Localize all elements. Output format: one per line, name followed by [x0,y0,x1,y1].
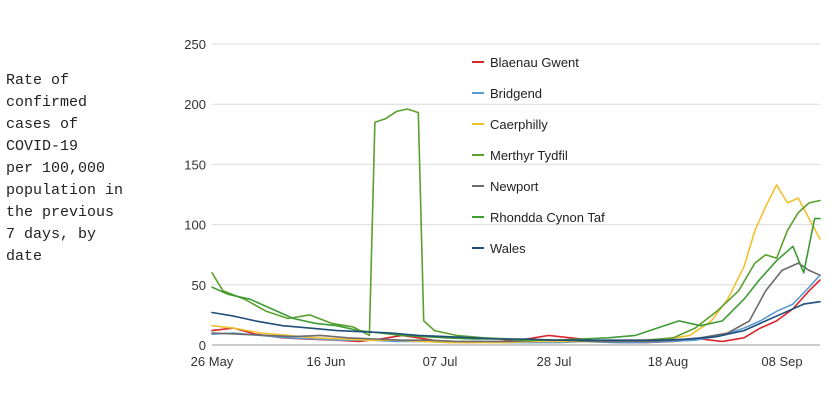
y-axis-label: Rate of confirmed cases of COVID-19 per … [6,72,124,265]
x-axis: 26 May 16 Jun 07 Jul 28 Jul 18 Aug 08 Sep [191,354,803,369]
y-tick-label: 200 [184,97,206,112]
y-axis: 0 50 100 150 200 250 [184,37,206,353]
legend: Blaenau Gwent Bridgend Caerphilly Merthyr T… [472,55,605,256]
x-tick-label: 26 May [191,354,234,369]
series-line [211,108,821,343]
series-line [211,184,821,344]
y-tick-label: 100 [184,218,206,233]
x-tick-label: 18 Aug [648,354,689,369]
legend-label: Caerphilly [490,117,548,132]
y-tick-label: 50 [192,278,206,293]
series-line [211,300,821,342]
legend-label: Rhondda Cynon Taf [490,210,605,225]
series-line [211,274,821,344]
series-line [211,262,821,343]
y-tick-label: 0 [199,338,206,353]
x-tick-label: 28 Jul [537,354,572,369]
legend-label: Newport [490,179,539,194]
y-tick-label: 150 [184,157,206,172]
y-tick-label: 250 [184,37,206,52]
legend-label: Wales [490,241,526,256]
x-tick-label: 16 Jun [306,354,345,369]
x-tick-label: 07 Jul [423,354,458,369]
series-line [211,217,821,342]
gridlines [212,43,820,346]
legend-label: Merthyr Tydfil [490,148,568,163]
legend-label: Blaenau Gwent [490,55,579,70]
legend-label: Bridgend [490,86,542,101]
x-tick-label: 08 Sep [761,354,802,369]
series-lines [211,108,821,344]
